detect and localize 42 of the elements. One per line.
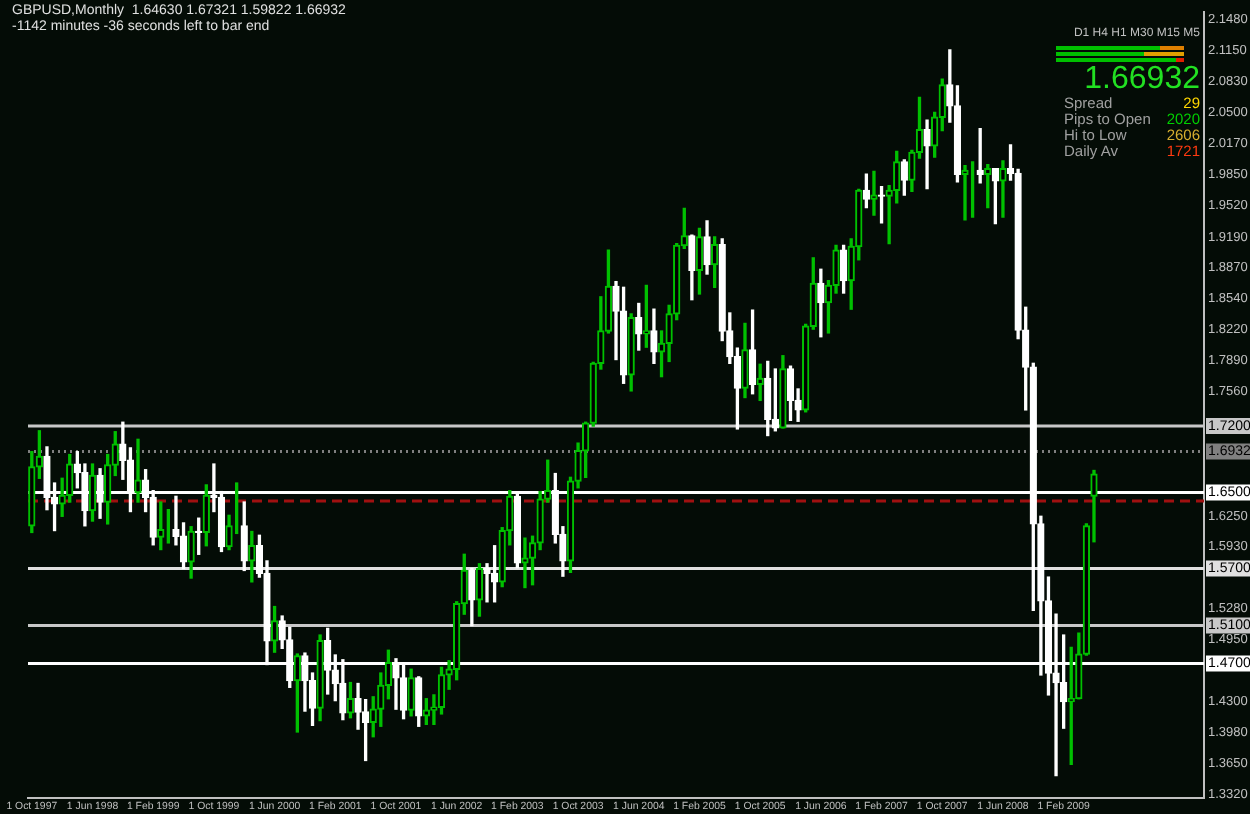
candlestick [741,322,749,399]
candlestick [293,653,301,733]
candlestick [248,530,256,583]
candlestick [619,286,628,384]
candlestick [415,676,423,727]
candlestick [999,160,1007,218]
candlestick [468,567,476,627]
candlestick [187,526,195,579]
candlestick [748,309,757,395]
candlestick [970,161,975,218]
candlestick [786,365,795,421]
candlestick [703,220,711,275]
candlestick [764,360,772,437]
candlestick [756,363,764,402]
candlestick [157,501,165,551]
candlestick [1067,646,1075,765]
candlestick [240,501,248,572]
candlestick [984,164,992,209]
candlestick [407,668,415,717]
candlestick [166,508,171,544]
candlestick [346,681,355,719]
candlestick [134,438,142,503]
candlestick [96,468,104,519]
candlestick [695,227,704,295]
candlestick [627,313,635,392]
candlestick [991,167,1000,225]
candlestick [195,517,203,555]
candlestick [771,368,779,432]
candlestick [817,268,825,338]
candlestick [779,355,787,429]
candlestick [490,545,499,603]
candlestick [475,563,484,617]
annotation: 1.66932 [1082,62,1200,96]
candlestick [521,537,529,589]
candlestick [862,173,871,209]
candlestick [870,170,878,216]
candlestick [900,159,908,196]
candlestick [316,634,324,722]
candlestick [961,165,969,221]
candlestick [688,234,696,301]
candlestick [422,698,430,726]
candlestick [923,119,931,190]
